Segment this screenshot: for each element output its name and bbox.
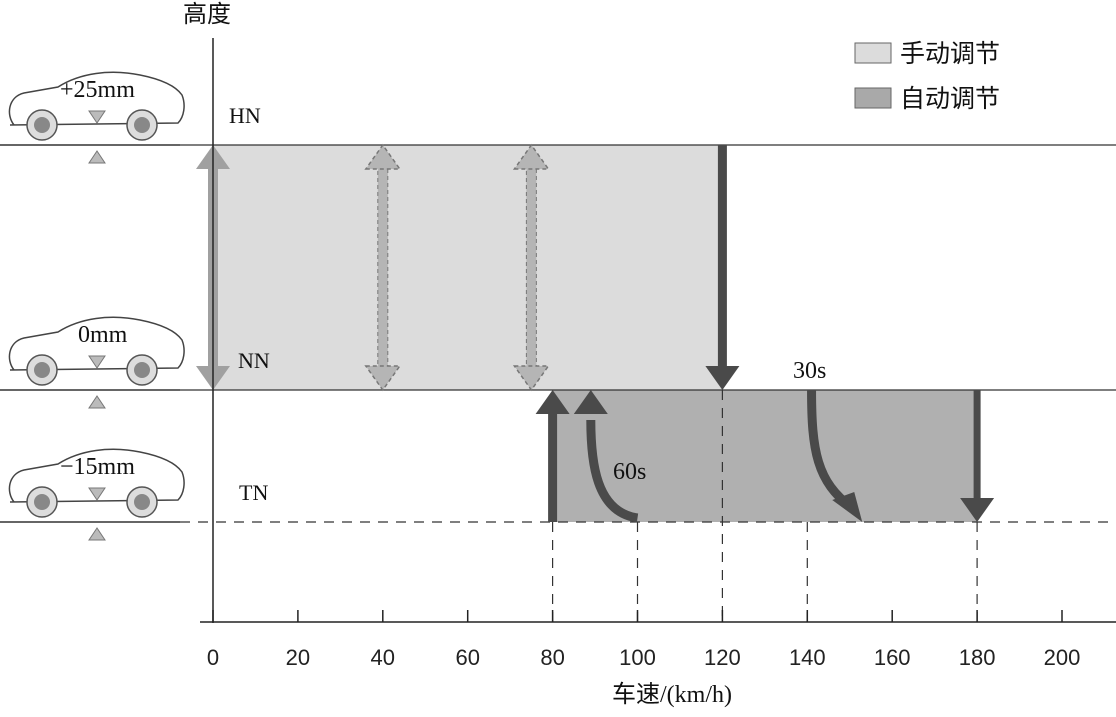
legend-swatch-auto xyxy=(854,87,892,109)
x-tick-label-140: 140 xyxy=(789,645,826,670)
legend: 手动调节 自动调节 xyxy=(854,40,1000,113)
hub xyxy=(34,494,50,510)
car-height-label: −15mm xyxy=(60,454,135,480)
up-triangle-icon xyxy=(88,150,106,164)
legend-label-manual: 手动调节 xyxy=(900,40,1000,68)
down-triangle-icon xyxy=(88,355,106,369)
legend-swatch-manual xyxy=(854,42,892,64)
hub xyxy=(34,362,50,378)
double-arrow-shaft-40 xyxy=(377,164,389,371)
arrow-down-head-40 xyxy=(364,365,402,392)
arrow-down-head-180 xyxy=(960,498,995,522)
x-tick-label-0: 0 xyxy=(207,645,219,670)
legend-label-auto: 自动调节 xyxy=(900,85,1000,113)
region-auto xyxy=(552,390,978,522)
x-tick-label-120: 120 xyxy=(704,645,741,670)
x-tick-label-200: 200 xyxy=(1044,645,1081,670)
x-tick-label-100: 100 xyxy=(619,645,656,670)
arrow-up-head-80 xyxy=(535,390,570,414)
hub xyxy=(134,494,150,510)
x-tick-label-60: 60 xyxy=(455,645,479,670)
down-triangle-icon xyxy=(88,110,106,124)
down-triangle-icon xyxy=(88,487,106,501)
hub xyxy=(34,117,50,133)
car-icon-hn: +25mm xyxy=(0,71,185,164)
y-axis-label: 高度 xyxy=(183,1,231,28)
arrow-down-head-75 xyxy=(512,365,550,392)
label-30s: 30s xyxy=(793,358,826,384)
car-icon-nn: 0mm xyxy=(0,316,185,409)
car-height-label: 0mm xyxy=(78,322,128,348)
x-tick-label-20: 20 xyxy=(286,645,310,670)
double-arrow-shaft-75 xyxy=(525,164,537,371)
curved-arrow-60s xyxy=(586,419,639,523)
hub xyxy=(134,362,150,378)
x-tick-label-40: 40 xyxy=(371,645,395,670)
up-triangle-icon xyxy=(88,395,106,409)
x-tick-label-80: 80 xyxy=(540,645,564,670)
arrow-up-head-75 xyxy=(512,143,550,170)
arrow-down-head-120 xyxy=(705,366,740,390)
x-tick-label-180: 180 xyxy=(959,645,996,670)
x-tick-label-160: 160 xyxy=(874,645,911,670)
level-label-tn: TN xyxy=(239,480,268,505)
hub xyxy=(134,117,150,133)
arrow-up-shaft-80 xyxy=(548,410,558,522)
curved-arrow-head-30s xyxy=(832,492,863,522)
arrow-down-shaft-180 xyxy=(973,390,981,502)
label-60s: 60s xyxy=(613,459,646,485)
car-icon-tn: −15mm xyxy=(0,448,185,541)
up-triangle-icon xyxy=(88,527,106,541)
arrow-down-shaft-120 xyxy=(717,145,727,370)
x-axis-label: 车速/(km/h) xyxy=(612,681,732,708)
level-label-hn: HN xyxy=(229,103,261,128)
level-label-nn: NN xyxy=(238,348,270,373)
region-manual xyxy=(213,145,723,390)
curved-arrow-head-60s xyxy=(573,390,608,414)
arrow-up-head-40 xyxy=(364,143,402,170)
car-height-label: +25mm xyxy=(60,77,135,103)
